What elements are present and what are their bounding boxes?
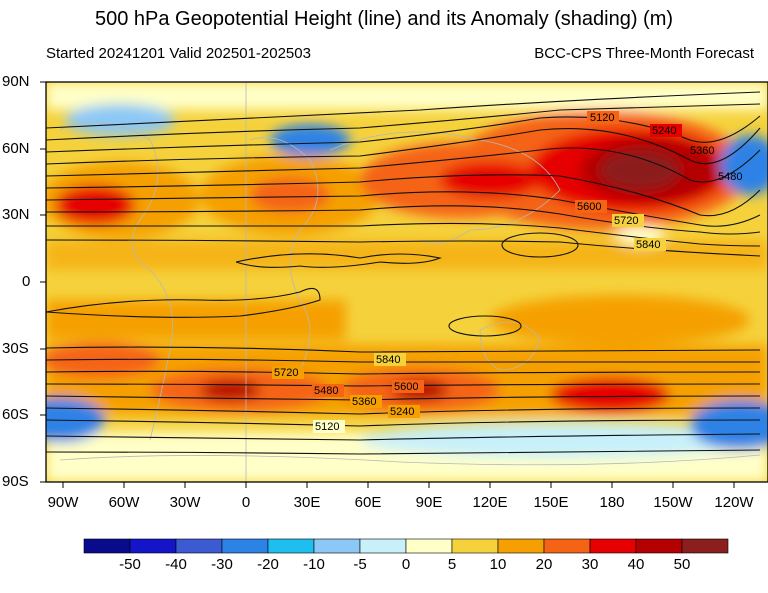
colorbar-label: -10	[303, 556, 325, 573]
lat-label: 90N	[2, 73, 30, 90]
colorbar-label: 0	[401, 556, 411, 573]
contour-labels: 5120 5240 5360 5480 5600 5720 5840 5840 …	[272, 111, 742, 433]
lat-label: 60N	[2, 140, 30, 157]
colorbar-label: 20	[535, 556, 553, 573]
anomaly-shading	[46, 82, 768, 482]
lon-label: 30E	[293, 494, 321, 511]
lon-label: 150W	[653, 494, 693, 511]
colorbar-swatch	[221, 538, 269, 554]
colorbar-label: -30	[211, 556, 233, 573]
colorbar-label: 30	[581, 556, 599, 573]
colorbar-swatch	[267, 538, 315, 554]
colorbar-swatch	[543, 538, 591, 554]
lon-label: 90W	[47, 494, 79, 511]
height-contours	[46, 91, 761, 455]
colorbar-label: 5	[447, 556, 457, 573]
colorbar-swatch	[359, 538, 407, 554]
colorbar-label: 10	[489, 556, 507, 573]
colorbar-swatch	[635, 538, 683, 554]
colorbar-swatch	[313, 538, 361, 554]
colorbar-swatch	[589, 538, 637, 554]
contour-label: 5600	[394, 381, 418, 393]
lon-label: 120E	[472, 494, 508, 511]
colorbar-swatch	[129, 538, 177, 554]
lat-label: 30N	[2, 206, 30, 223]
colorbar-label: -20	[257, 556, 279, 573]
colorbar-label: -5	[353, 556, 367, 573]
contour-label: 5480	[314, 385, 338, 397]
coastlines	[59, 82, 761, 482]
lon-label: 150E	[533, 494, 569, 511]
colorbar-swatch	[83, 538, 131, 554]
colorbar-swatch	[175, 538, 223, 554]
colorbar-swatch	[681, 538, 729, 554]
contour-label: 5240	[652, 125, 676, 137]
lon-label: 30W	[169, 494, 201, 511]
colorbar-label: 50	[673, 556, 691, 573]
colorbar-label: -40	[165, 556, 187, 573]
lat-label: 60S	[2, 406, 29, 423]
axis-ticks	[40, 81, 735, 488]
colorbar-swatch	[497, 538, 545, 554]
chart-subtitle-right: BCC-CPS Three-Month Forecast	[534, 45, 754, 62]
contour-label: 5720	[614, 215, 638, 227]
lat-label: 0	[22, 273, 31, 290]
contour-label: 5360	[352, 396, 376, 408]
contour-label: 5240	[390, 406, 414, 418]
chart-subtitle-left: Started 20241201 Valid 202501-202503	[46, 45, 311, 62]
contour-label: 5120	[590, 112, 614, 124]
lat-label: 30S	[2, 340, 29, 357]
lon-label: 0	[241, 494, 251, 511]
colorbar	[83, 538, 729, 554]
contour-label: 5720	[274, 367, 298, 379]
colorbar-label: -50	[119, 556, 141, 573]
contour-label: 5480	[718, 171, 742, 183]
colorbar-swatch	[451, 538, 499, 554]
colorbar-label: 40	[627, 556, 645, 573]
lon-label: 60W	[108, 494, 140, 511]
lon-label: 60E	[354, 494, 382, 511]
lon-label: 90E	[415, 494, 443, 511]
contour-label: 5120	[315, 421, 339, 433]
lat-label: 90S	[2, 473, 29, 490]
contour-label: 5840	[636, 239, 660, 251]
lon-label: 180	[599, 494, 625, 511]
chart-title: 500 hPa Geopotential Height (line) and i…	[94, 8, 674, 30]
colorbar-swatch	[405, 538, 453, 554]
contour-label: 5600	[577, 201, 601, 213]
lon-label: 120W	[714, 494, 754, 511]
contour-label: 5360	[690, 145, 714, 157]
contour-label: 5840	[376, 354, 400, 366]
